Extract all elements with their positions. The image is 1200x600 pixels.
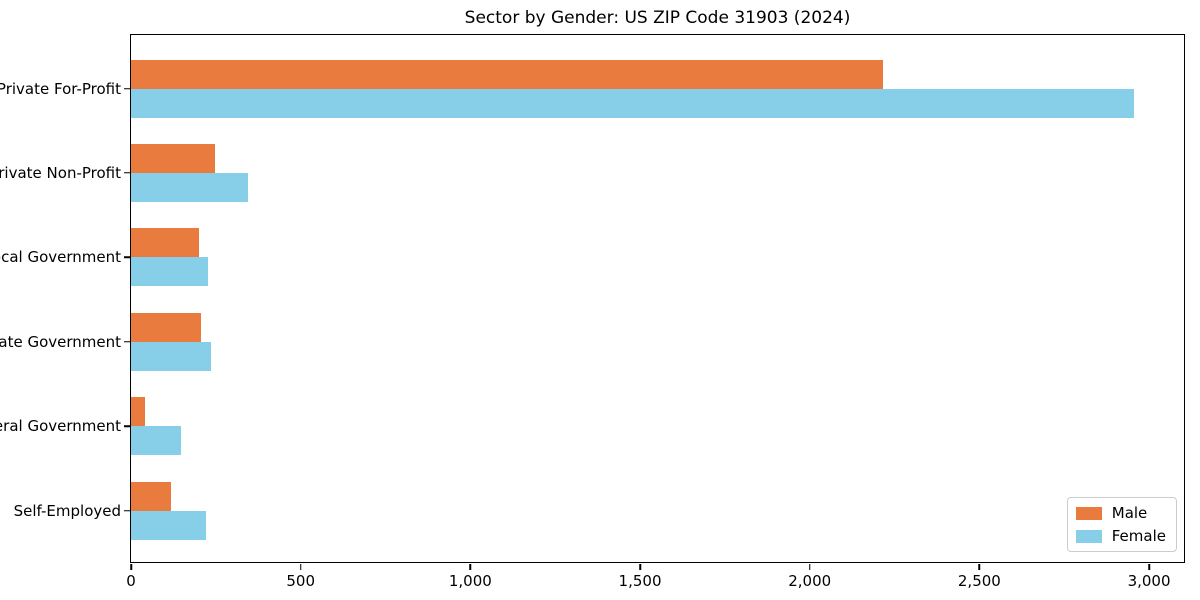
plot-area: Male Female Private For-Profit Private Non…: [0, 34, 1185, 590]
y-axis-label-local-government: Local Government: [0, 248, 121, 267]
x-tick-mark: [808, 564, 811, 570]
bar-male-private-non-profit: [131, 143, 216, 173]
legend-item-male: Male: [1075, 504, 1166, 522]
y-axis-label-self-employed: Self-Employed: [13, 501, 121, 520]
y-tick-mark: [124, 256, 130, 259]
y-axis-label-private-non-profit: Private Non-Profit: [0, 163, 121, 182]
x-axis-tick-label: 0: [126, 572, 136, 590]
x-axis-tick-label: 1,500: [618, 572, 662, 590]
bar-female-self-employed: [131, 510, 206, 540]
legend: Male Female: [1066, 497, 1177, 552]
bar-female-state-government: [131, 341, 211, 371]
bar-male-local-government: [131, 228, 200, 258]
x-axis-tick-label: 3,000: [1127, 572, 1171, 590]
legend-item-female: Female: [1075, 527, 1166, 545]
y-axis-label-federal-government: Federal Government: [0, 417, 121, 436]
female-swatch: [1075, 529, 1102, 543]
bar-male-state-government: [131, 312, 201, 342]
x-tick-mark: [1148, 564, 1150, 570]
bar-female-private-for-profit: [131, 88, 1135, 118]
bar-female-local-government: [131, 257, 209, 287]
y-axis-label-private-for-profit: Private For-Profit: [0, 79, 121, 98]
x-axis-tick-label: 500: [286, 572, 315, 590]
x-axis-tick-label: 1,000: [448, 572, 492, 590]
y-tick-mark: [124, 340, 130, 343]
x-tick-mark: [639, 564, 641, 570]
x-axis-tick-label: 2,500: [957, 572, 1001, 590]
bar-female-private-non-profit: [131, 172, 249, 202]
y-tick-mark: [124, 425, 130, 427]
chart-title: Sector by Gender: US ZIP Code 31903 (202…: [464, 8, 851, 28]
bar-male-federal-government: [131, 397, 145, 427]
y-axis-label-state-government: State Government: [0, 332, 121, 351]
x-tick-mark: [469, 564, 472, 570]
bar-female-federal-government: [131, 426, 181, 456]
legend-label-male: Male: [1111, 504, 1148, 522]
bar-male-private-for-profit: [131, 59, 883, 89]
y-tick-mark: [124, 87, 130, 90]
x-tick-mark: [299, 564, 302, 570]
legend-label-female: Female: [1111, 527, 1166, 545]
x-tick-mark: [130, 564, 132, 570]
y-tick-mark: [124, 172, 130, 174]
bar-male-self-employed: [131, 481, 171, 511]
x-axis-tick-label: 2,000: [788, 572, 832, 590]
y-tick-mark: [124, 509, 130, 512]
male-swatch: [1075, 506, 1102, 520]
x-tick-mark: [978, 564, 981, 570]
